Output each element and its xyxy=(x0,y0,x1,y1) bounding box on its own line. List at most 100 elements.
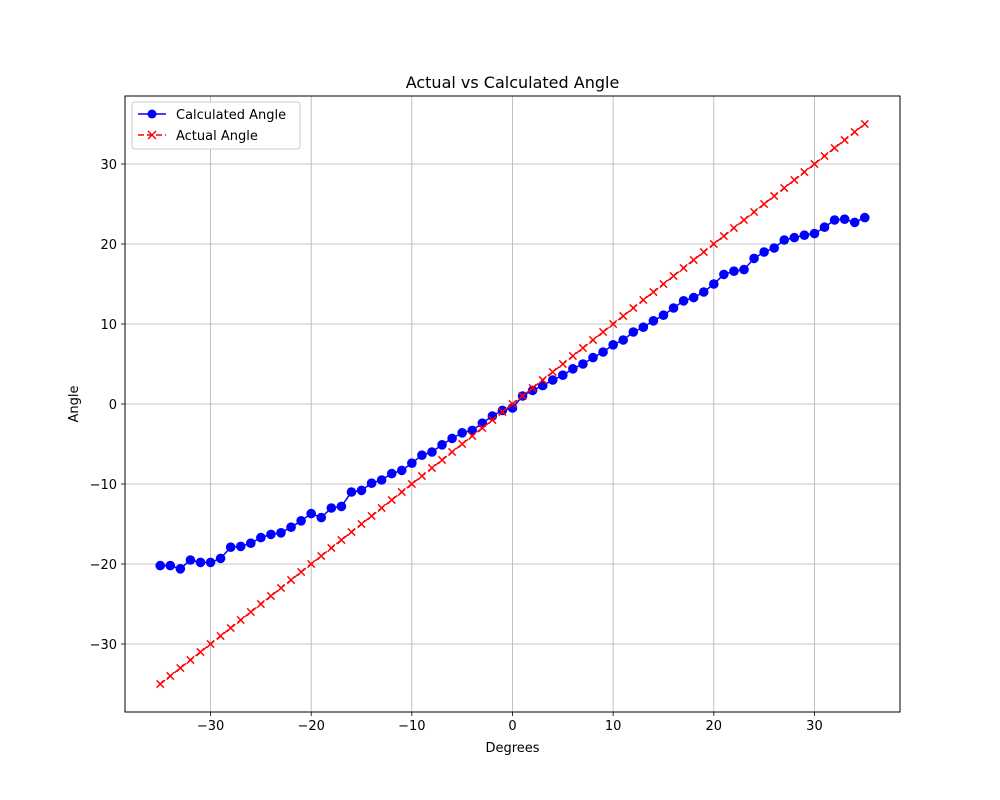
data-point-calculated-angle xyxy=(396,465,407,476)
data-point-actual-angle xyxy=(226,623,235,633)
data-point-actual-angle xyxy=(820,151,829,161)
data-point-actual-angle xyxy=(568,351,578,361)
data-point-calculated-angle xyxy=(386,468,397,479)
data-point-calculated-angle xyxy=(246,538,256,548)
data-point-actual-angle xyxy=(790,175,799,185)
data-point-calculated-angle xyxy=(417,450,427,461)
data-point-actual-angle xyxy=(196,647,205,657)
data-point-calculated-angle xyxy=(568,364,578,374)
y-tick-label: −10 xyxy=(90,478,117,493)
data-point-calculated-angle xyxy=(537,380,548,391)
data-point-calculated-angle xyxy=(678,296,689,306)
data-point-actual-angle xyxy=(639,295,648,305)
data-point-actual-angle xyxy=(176,663,185,673)
data-point-calculated-angle xyxy=(276,528,286,538)
data-point-calculated-angle xyxy=(467,425,478,436)
data-point-calculated-angle xyxy=(739,264,749,275)
data-point-calculated-angle xyxy=(658,310,669,321)
legend: Calculated Angle Actual Angle xyxy=(131,101,301,150)
data-point-actual-angle xyxy=(629,303,638,313)
x-tick-label: 20 xyxy=(706,719,723,734)
x-axis-label: Degrees xyxy=(485,741,539,756)
data-point-actual-angle xyxy=(759,199,769,209)
data-point-calculated-angle xyxy=(306,508,317,519)
legend-marker-calculated xyxy=(147,109,157,119)
data-point-calculated-angle xyxy=(608,340,618,350)
data-point-actual-angle xyxy=(598,327,608,337)
x-tick-label: −20 xyxy=(297,719,324,734)
data-point-actual-angle xyxy=(538,375,547,385)
data-point-actual-angle xyxy=(659,279,668,289)
data-point-actual-angle xyxy=(417,471,427,481)
data-point-calculated-angle xyxy=(799,230,810,240)
data-point-actual-angle xyxy=(840,135,849,145)
data-point-actual-angle xyxy=(478,423,487,433)
data-point-actual-angle xyxy=(800,167,809,177)
data-point-actual-angle xyxy=(508,399,517,409)
data-point-calculated-angle xyxy=(326,503,337,513)
data-point-actual-angle xyxy=(367,511,376,521)
data-point-calculated-angle xyxy=(547,375,558,385)
data-point-actual-angle xyxy=(739,215,749,225)
y-tick-label: 30 xyxy=(100,158,117,173)
data-point-calculated-angle xyxy=(578,359,588,369)
data-point-calculated-angle xyxy=(708,279,719,289)
data-point-actual-angle xyxy=(488,415,497,425)
data-point-actual-angle xyxy=(357,519,366,529)
data-point-calculated-angle xyxy=(447,433,457,444)
data-point-actual-angle xyxy=(588,335,598,345)
ticks: −30 −20 −10 0 10 20 30 −30 −20 −10 0 10 20 30 xyxy=(90,158,823,734)
data-point-calculated-angle xyxy=(819,222,830,232)
data-point-calculated-angle xyxy=(235,541,246,552)
data-point-actual-angle xyxy=(156,679,165,689)
data-point-actual-angle xyxy=(186,655,195,665)
data-point-actual-angle xyxy=(649,287,658,297)
data-point-calculated-angle xyxy=(407,458,417,469)
y-axis-label: Angle xyxy=(67,386,82,423)
legend-box xyxy=(131,101,301,150)
data-point-actual-angle xyxy=(458,439,467,449)
data-point-calculated-angle xyxy=(356,485,367,496)
data-point-actual-angle xyxy=(286,575,296,585)
x-tick-label: −10 xyxy=(398,719,425,734)
legend-label-actual: Actual Angle xyxy=(176,129,258,144)
data-point-calculated-angle xyxy=(829,215,840,225)
data-point-calculated-angle xyxy=(527,385,538,396)
data-point-actual-angle xyxy=(558,359,567,369)
data-point-calculated-angle xyxy=(437,440,447,450)
legend-label-calculated: Calculated Angle xyxy=(176,108,286,123)
data-point-actual-angle xyxy=(276,583,286,593)
data-point-calculated-angle xyxy=(155,560,166,571)
data-point-actual-angle xyxy=(830,143,839,153)
data-point-calculated-angle xyxy=(779,235,790,245)
x-tick-label: 30 xyxy=(806,719,823,734)
data-point-calculated-angle xyxy=(688,292,699,303)
data-point-calculated-angle xyxy=(195,557,206,568)
data-point-actual-angle xyxy=(810,159,819,169)
data-point-calculated-angle xyxy=(759,247,769,257)
data-point-actual-angle xyxy=(548,367,557,377)
data-point-calculated-angle xyxy=(427,447,437,457)
data-point-actual-angle xyxy=(528,383,537,393)
x-tick-label: 10 xyxy=(605,719,622,734)
data-point-actual-angle xyxy=(297,567,306,577)
data-point-calculated-angle xyxy=(618,335,629,345)
data-point-calculated-angle xyxy=(336,501,347,512)
data-point-calculated-angle xyxy=(749,253,759,264)
data-point-calculated-angle xyxy=(165,560,176,571)
data-point-actual-angle xyxy=(317,551,326,561)
data-point-calculated-angle xyxy=(789,232,800,243)
data-point-actual-angle xyxy=(780,183,789,193)
data-point-actual-angle xyxy=(578,343,588,353)
data-point-calculated-angle xyxy=(316,512,327,523)
data-point-calculated-angle xyxy=(698,287,709,297)
x-tick-label: −30 xyxy=(197,719,224,734)
data-point-actual-angle xyxy=(206,639,215,649)
data-point-calculated-angle xyxy=(366,478,377,489)
data-point-actual-angle xyxy=(770,191,779,201)
y-tick-label: 10 xyxy=(100,318,117,333)
data-point-actual-angle xyxy=(166,671,175,681)
data-point-actual-angle xyxy=(860,119,869,129)
data-point-actual-angle xyxy=(377,503,386,513)
data-point-actual-angle xyxy=(518,391,527,401)
